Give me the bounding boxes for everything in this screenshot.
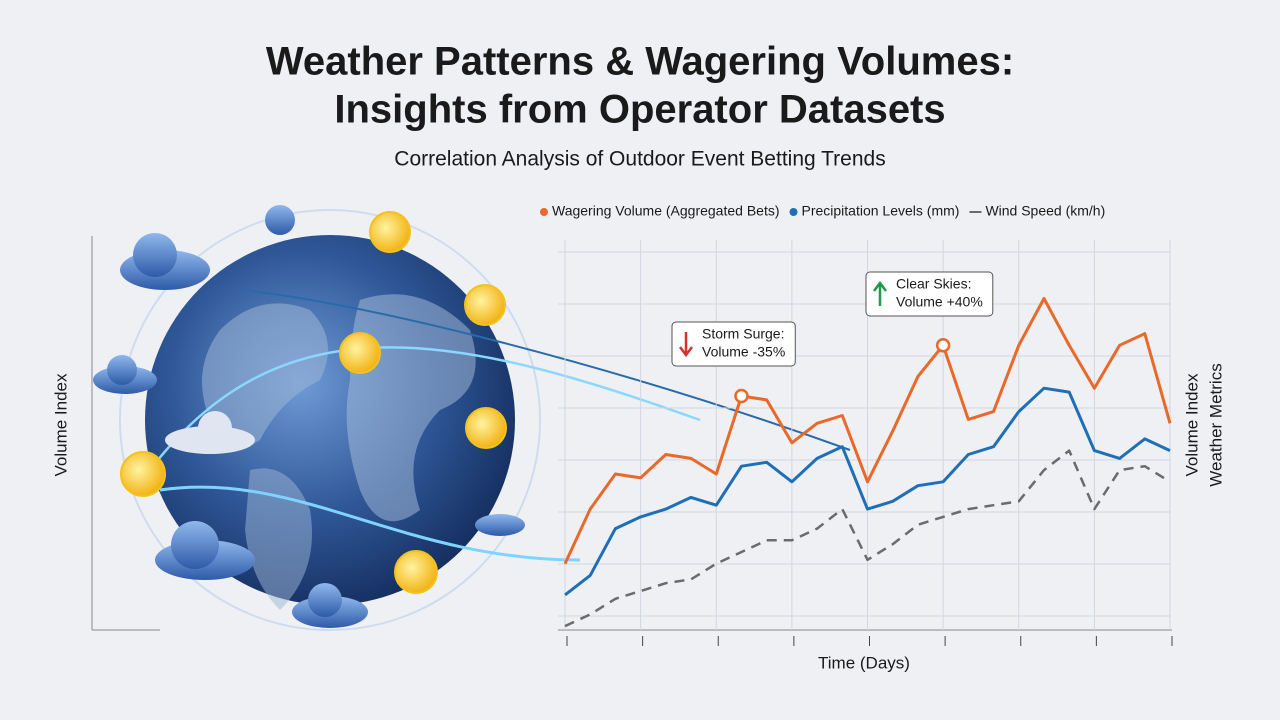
- legend-swatch: [540, 208, 548, 216]
- series-line: [564, 449, 1171, 628]
- y2-axis-title: Weather Metrics: [1206, 363, 1225, 486]
- chart-subtitle: Correlation Analysis of Outdoor Event Be…: [394, 148, 885, 171]
- annotation-box: [865, 271, 994, 317]
- y2-axis-title: Volume Index: [1182, 373, 1201, 477]
- legend-label: Precipitation Levels (mm): [802, 203, 960, 219]
- chart-title: Insights from Operator Datasets: [334, 88, 945, 132]
- legend-swatch: [789, 208, 798, 216]
- y-axis-title: Volume Index: [51, 373, 70, 477]
- x-axis-title: Time (Days): [818, 653, 910, 672]
- legend-label: Wind Speed (km/h): [985, 203, 1105, 219]
- annotation: Clear Skies: Volume +40%: [865, 271, 994, 317]
- annotation-box: [671, 321, 796, 367]
- annotation: Storm Surge: Volume -35%: [671, 321, 796, 367]
- chart-title: Weather Patterns & Wagering Volumes:: [266, 40, 1014, 84]
- annotation-text: Storm Surge:: [702, 326, 784, 342]
- series-line: [564, 386, 1171, 597]
- axes: [91, 236, 1172, 631]
- highlight-point: [734, 388, 749, 404]
- annotation-text: Volume -35%: [702, 344, 785, 360]
- highlight-point: [935, 338, 951, 353]
- annotation-text: Volume +40%: [896, 294, 983, 310]
- series-line: [563, 297, 1172, 565]
- annotation-text: Clear Skies:: [896, 276, 971, 292]
- globe-illustration: [93, 205, 851, 631]
- annotation-arrow: [679, 332, 693, 358]
- legend-label: Wagering Volume (Aggregated Bets): [552, 203, 780, 219]
- annotation-arrow: [873, 280, 887, 306]
